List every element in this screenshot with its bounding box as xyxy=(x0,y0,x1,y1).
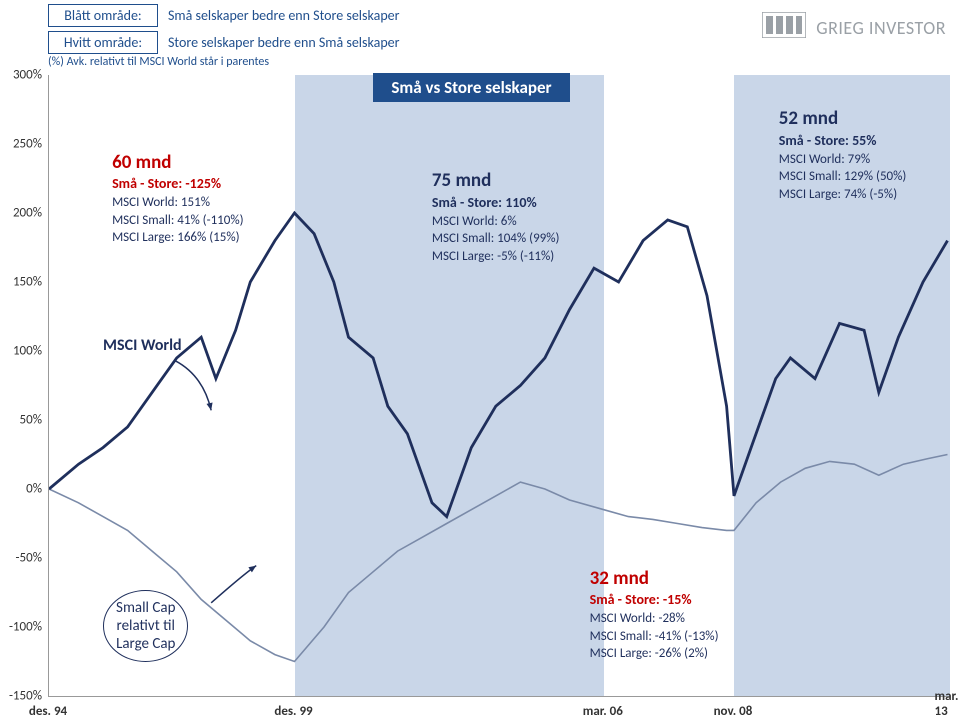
annotation-line: 75 mnd xyxy=(432,168,560,194)
y-tick: 300% xyxy=(13,68,42,83)
annotation-line: Små - Store: -15% xyxy=(590,591,719,610)
y-tick: 0% xyxy=(26,482,42,497)
y-tick: 200% xyxy=(13,206,42,221)
relcap-line: Large Cap xyxy=(116,635,175,653)
legend-desc-white: Store selskaper bedre enn Små selskaper xyxy=(168,34,400,51)
x-axis: des. 94des. 99mar. 06nov. 08mar. 13 xyxy=(48,697,950,719)
annotation-line: MSCI Large: 74% (-5%) xyxy=(779,186,907,204)
annotation-line: Små - Store: 55% xyxy=(779,132,907,151)
annotation-line: 60 mnd xyxy=(112,150,244,176)
legend-box-blue: Blått område: xyxy=(48,4,158,27)
y-tick: -100% xyxy=(9,620,42,635)
brand-logo-icon xyxy=(762,12,806,43)
brand: GRIEG INVESTOR xyxy=(762,12,946,43)
y-tick: 150% xyxy=(13,275,42,290)
annotation-line: MSCI Large: -5% (-11%) xyxy=(432,248,560,266)
annotation-line: MSCI World: 6% xyxy=(432,213,560,231)
annotation-line: Små - Store: 110% xyxy=(432,194,560,213)
x-tick: des. 94 xyxy=(29,704,67,719)
annotation-line: MSCI Small: 129% (50%) xyxy=(779,168,907,186)
x-tick: mar. 06 xyxy=(583,704,623,719)
y-tick: 50% xyxy=(20,413,42,428)
x-tick: des. 99 xyxy=(274,704,312,719)
annotation: 32 mndSmå - Store: -15%MSCI World: -28%M… xyxy=(590,566,719,663)
legend-box-white: Hvitt område: xyxy=(48,31,158,54)
annotation-line: MSCI Small: 41% (-110%) xyxy=(112,212,244,230)
y-tick: 100% xyxy=(13,344,42,359)
annotation: 75 mndSmå - Store: 110%MSCI World: 6%MSC… xyxy=(432,168,560,265)
subnote: (%) Avk. relativt til MSCI World står i … xyxy=(48,55,269,69)
annotation-line: MSCI Large: 166% (15%) xyxy=(112,229,244,247)
annotation: 52 mndSmå - Store: 55%MSCI World: 79%MSC… xyxy=(779,106,907,203)
relcap-line: Small Cap xyxy=(116,599,175,617)
x-tick: mar. 13 xyxy=(935,689,959,719)
relcap-line: relativt til xyxy=(116,617,175,635)
y-axis: -150%-100%-50%0%50%100%150%200%250%300% xyxy=(0,75,46,719)
annotation-line: MSCI World: 79% xyxy=(779,151,907,169)
annotation-line: 32 mnd xyxy=(590,566,719,592)
chart-area: -150%-100%-50%0%50%100%150%200%250%300% … xyxy=(48,75,950,719)
annotation-line: 52 mnd xyxy=(779,106,907,132)
annotation-line: Små - Store: -125% xyxy=(112,175,244,194)
arrow xyxy=(211,566,256,603)
brand-text: GRIEG INVESTOR xyxy=(816,17,946,39)
y-tick: 250% xyxy=(13,137,42,152)
legend-desc-blue: Små selskaper bedre enn Store selskaper xyxy=(168,7,400,24)
annotation: 60 mndSmå - Store: -125%MSCI World: 151%… xyxy=(112,150,244,247)
annotation-line: MSCI Large: -26% (2%) xyxy=(590,645,719,663)
annotation-line: MSCI Small: 104% (99%) xyxy=(432,230,560,248)
annotation-line: MSCI Small: -41% (-13%) xyxy=(590,628,719,646)
arrow xyxy=(175,361,211,411)
x-tick: nov. 08 xyxy=(714,704,753,719)
annotation-line: MSCI World: -28% xyxy=(590,610,719,628)
y-tick: -50% xyxy=(16,551,42,566)
y-tick: -150% xyxy=(9,689,42,704)
msci-world-label: MSCI World xyxy=(103,336,182,355)
plot-area: Små vs Store selskaper 60 mndSmå - Store… xyxy=(48,75,950,697)
annotation-line: MSCI World: 151% xyxy=(112,194,244,212)
